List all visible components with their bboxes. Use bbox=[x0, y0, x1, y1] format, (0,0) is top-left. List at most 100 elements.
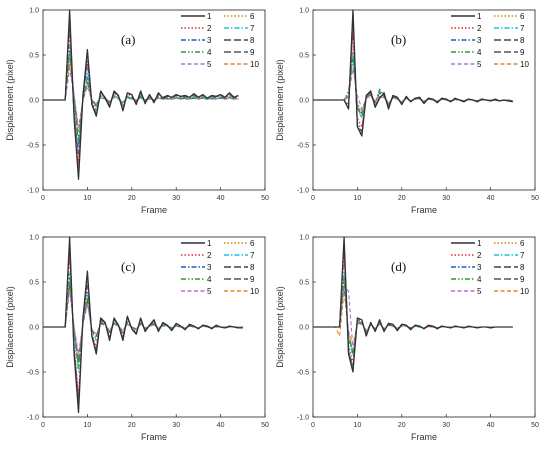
legend-label-7: 7 bbox=[250, 24, 255, 33]
legend-label-4: 4 bbox=[477, 48, 482, 57]
y-axis-title: Displacement (pixel) bbox=[5, 286, 15, 368]
series-line-8 bbox=[313, 13, 513, 133]
x-tick-label: 40 bbox=[217, 195, 225, 202]
y-tick-label: -1.0 bbox=[297, 188, 309, 195]
y-tick-label: 0.0 bbox=[299, 98, 309, 105]
legend-label-4: 4 bbox=[477, 275, 482, 284]
x-tick-label: 20 bbox=[398, 195, 406, 202]
legend-label-10: 10 bbox=[250, 287, 259, 296]
panel-label: (b) bbox=[391, 32, 406, 47]
series-line-3 bbox=[43, 27, 239, 155]
x-tick-label: 20 bbox=[398, 422, 406, 429]
x-tick-label: 0 bbox=[41, 422, 45, 429]
legend-label-6: 6 bbox=[520, 239, 525, 248]
legend-label-3: 3 bbox=[477, 36, 482, 45]
legend-label-5: 5 bbox=[207, 60, 212, 69]
y-tick-label: -1.0 bbox=[27, 188, 39, 195]
series-line-1 bbox=[313, 9, 513, 137]
legend-label-10: 10 bbox=[520, 287, 529, 296]
series-line-10 bbox=[313, 49, 513, 112]
x-axis-title: Frame bbox=[141, 432, 167, 442]
legend-label-10: 10 bbox=[520, 60, 529, 69]
y-tick-label: 0.5 bbox=[299, 53, 309, 60]
series-line-6 bbox=[313, 18, 513, 135]
legend-label-3: 3 bbox=[207, 263, 212, 272]
series-line-1 bbox=[313, 236, 513, 373]
x-tick-label: 50 bbox=[261, 195, 269, 202]
series-line-3 bbox=[313, 27, 513, 133]
y-tick-label: -1.0 bbox=[297, 415, 309, 422]
y-tick-label: 0.5 bbox=[29, 53, 39, 60]
chart-panel-3: -1.0 -0.5 0.0 0.5 1.0 0 10 20 30 40 50 Frame Displac… bbox=[5, 235, 269, 443]
legend-label-2: 2 bbox=[477, 251, 482, 260]
x-tick-label: 50 bbox=[531, 195, 539, 202]
series-line-4 bbox=[313, 58, 513, 115]
y-tick-label: -0.5 bbox=[27, 143, 39, 150]
series-line-1 bbox=[43, 236, 243, 414]
chart-panel-4: -1.0 -0.5 0.0 0.5 1.0 0 10 20 30 40 50 Frame Displac… bbox=[275, 235, 539, 443]
y-tick-label: -0.5 bbox=[297, 370, 309, 377]
series-line-2 bbox=[313, 31, 513, 128]
legend-label-9: 9 bbox=[520, 275, 525, 284]
series-line-5 bbox=[313, 67, 513, 110]
x-tick-label: 10 bbox=[84, 422, 92, 429]
legend-label-5: 5 bbox=[477, 60, 482, 69]
y-tick-label: -0.5 bbox=[27, 370, 39, 377]
x-tick-label: 0 bbox=[311, 422, 315, 429]
x-tick-label: 20 bbox=[128, 422, 136, 429]
y-axis-title: Displacement (pixel) bbox=[5, 59, 15, 141]
legend-label-8: 8 bbox=[250, 263, 255, 272]
y-tick-label: 1.0 bbox=[29, 8, 39, 15]
x-tick-label: 30 bbox=[172, 195, 180, 202]
legend-label-2: 2 bbox=[477, 24, 482, 33]
x-tick-label: 50 bbox=[531, 422, 539, 429]
legend-label-6: 6 bbox=[250, 12, 255, 21]
x-tick-label: 10 bbox=[84, 195, 92, 202]
legend-label-6: 6 bbox=[250, 239, 255, 248]
y-tick-label: 1.0 bbox=[299, 235, 309, 242]
y-axis-title: Displacement (pixel) bbox=[275, 59, 285, 141]
legend-label-10: 10 bbox=[250, 60, 259, 69]
chart-panel-1: -1.0 -0.5 0.0 0.5 1.0 0 10 20 30 40 50 Frame Displac… bbox=[5, 8, 269, 216]
y-tick-label: 0.0 bbox=[299, 325, 309, 332]
x-tick-label: 50 bbox=[261, 422, 269, 429]
legend-label-4: 4 bbox=[207, 275, 212, 284]
panel-label: (c) bbox=[121, 259, 135, 274]
x-tick-label: 30 bbox=[442, 422, 450, 429]
legend-label-4: 4 bbox=[207, 48, 212, 57]
series-line-1 bbox=[43, 9, 239, 180]
legend-label-7: 7 bbox=[250, 251, 255, 260]
y-tick-label: -1.0 bbox=[27, 415, 39, 422]
legend-label-3: 3 bbox=[207, 36, 212, 45]
y-tick-label: 0.0 bbox=[29, 98, 39, 105]
y-tick-label: 1.0 bbox=[299, 8, 309, 15]
chart-panel-2: -1.0 -0.5 0.0 0.5 1.0 0 10 20 30 40 50 Frame Displac… bbox=[275, 8, 539, 216]
series-line-4 bbox=[43, 54, 239, 142]
y-tick-label: -0.5 bbox=[297, 143, 309, 150]
legend-label-2: 2 bbox=[207, 24, 212, 33]
x-tick-label: 20 bbox=[128, 195, 136, 202]
y-axis-title: Displacement (pixel) bbox=[275, 286, 285, 368]
legend-label-5: 5 bbox=[207, 287, 212, 296]
legend-label-8: 8 bbox=[520, 36, 525, 45]
x-axis-title: Frame bbox=[411, 432, 437, 442]
y-tick-label: 0.5 bbox=[29, 280, 39, 287]
panel-label: (d) bbox=[391, 259, 406, 274]
x-tick-label: 30 bbox=[172, 422, 180, 429]
x-tick-label: 0 bbox=[311, 195, 315, 202]
legend-label-5: 5 bbox=[477, 287, 482, 296]
legend-label-7: 7 bbox=[520, 251, 525, 260]
legend-label-9: 9 bbox=[250, 48, 255, 57]
legend-label-1: 1 bbox=[477, 239, 482, 248]
series-line-7 bbox=[313, 54, 513, 119]
x-tick-label: 40 bbox=[217, 422, 225, 429]
series-line-9 bbox=[313, 54, 513, 117]
series-line-7 bbox=[313, 272, 513, 357]
legend-label-2: 2 bbox=[207, 251, 212, 260]
legend-label-1: 1 bbox=[207, 239, 212, 248]
legend-label-9: 9 bbox=[250, 275, 255, 284]
legend-label-8: 8 bbox=[520, 263, 525, 272]
x-axis-title: Frame bbox=[141, 205, 167, 215]
legend-label-1: 1 bbox=[207, 12, 212, 21]
